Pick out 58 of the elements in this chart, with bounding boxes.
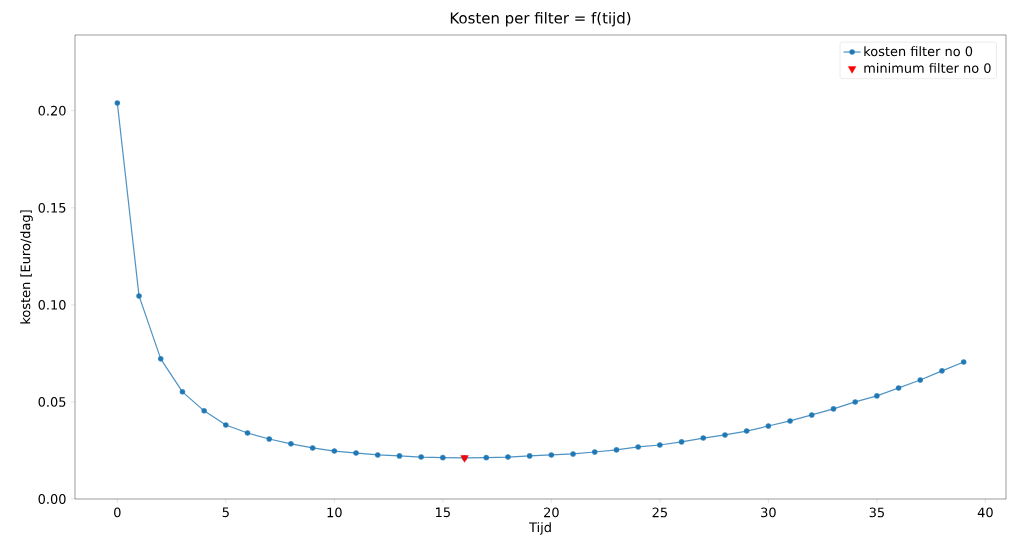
point bbox=[396, 453, 403, 459]
point bbox=[418, 454, 424, 460]
point bbox=[505, 454, 511, 460]
point bbox=[722, 432, 728, 438]
point bbox=[678, 439, 685, 445]
point bbox=[244, 430, 251, 436]
point bbox=[570, 451, 576, 457]
point bbox=[808, 412, 815, 418]
point bbox=[201, 408, 207, 414]
y-axis-title: kosten [Euro/dag] bbox=[20, 210, 33, 324]
point bbox=[526, 453, 533, 459]
point bbox=[743, 428, 750, 434]
point bbox=[136, 293, 142, 299]
point bbox=[765, 423, 772, 429]
point bbox=[591, 449, 598, 455]
x-axis-title: Tijd bbox=[529, 522, 551, 535]
legend-label: kosten filter no 0 bbox=[864, 46, 973, 57]
point bbox=[179, 389, 186, 395]
point bbox=[852, 399, 858, 405]
point bbox=[548, 452, 555, 458]
x-tick-label: 10 bbox=[327, 507, 342, 518]
point bbox=[635, 444, 641, 450]
y-tick-label: 0.20 bbox=[38, 105, 66, 116]
point bbox=[830, 406, 837, 412]
y-tick-label: 0.05 bbox=[38, 397, 66, 407]
y-tick-label: 0.00 bbox=[38, 494, 66, 504]
point bbox=[613, 447, 620, 453]
point bbox=[939, 368, 945, 374]
point bbox=[374, 452, 381, 458]
chart-title: Kosten per filter = f(tijd) bbox=[450, 12, 631, 27]
x-tick-label: 40 bbox=[977, 507, 993, 518]
x-tick-label: 15 bbox=[436, 507, 450, 518]
point bbox=[331, 448, 338, 454]
point bbox=[353, 450, 359, 456]
x-tick-label: 5 bbox=[222, 507, 229, 518]
point bbox=[440, 454, 446, 461]
point bbox=[787, 418, 793, 424]
point bbox=[874, 393, 880, 399]
point bbox=[657, 442, 663, 448]
y-tick-label: 0.15 bbox=[38, 202, 66, 213]
legend-label: minimum filter no 0 bbox=[864, 62, 991, 73]
point bbox=[895, 385, 902, 391]
point bbox=[288, 441, 294, 447]
point bbox=[960, 359, 967, 365]
point bbox=[266, 436, 273, 442]
y-tick-label: 0.10 bbox=[38, 299, 66, 310]
x-tick-label: 30 bbox=[761, 507, 776, 518]
point bbox=[700, 435, 707, 441]
x-tick-label: 35 bbox=[869, 507, 884, 518]
x-tick-label: 25 bbox=[652, 507, 667, 518]
x-tick-label: 0 bbox=[114, 507, 121, 518]
x-tick-label: 20 bbox=[544, 507, 559, 518]
point bbox=[114, 100, 121, 106]
point bbox=[309, 445, 316, 451]
point bbox=[917, 377, 924, 383]
point bbox=[223, 422, 229, 428]
point bbox=[157, 356, 164, 362]
point bbox=[483, 454, 490, 461]
